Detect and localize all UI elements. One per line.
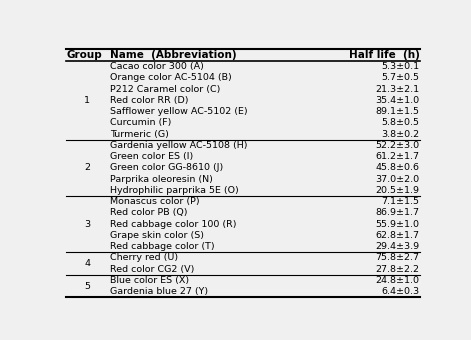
Text: Red color RR (D): Red color RR (D) [110,96,188,105]
Text: Gardenia blue 27 (Y): Gardenia blue 27 (Y) [110,287,208,296]
Text: 75.8±2.7: 75.8±2.7 [375,254,420,262]
Text: Blue color ES (X): Blue color ES (X) [110,276,189,285]
Text: Grape skin color (S): Grape skin color (S) [110,231,204,240]
Text: 5.8±0.5: 5.8±0.5 [382,118,420,128]
Text: Red color CG2 (V): Red color CG2 (V) [110,265,195,274]
Text: 4: 4 [84,259,90,268]
Text: 5.3±0.1: 5.3±0.1 [382,62,420,71]
Text: 55.9±1.0: 55.9±1.0 [375,220,420,229]
Text: 89.1±1.5: 89.1±1.5 [375,107,420,116]
Text: Turmeric (G): Turmeric (G) [110,130,169,139]
Text: 52.2±3.0: 52.2±3.0 [375,141,420,150]
Text: 5: 5 [84,282,90,291]
Text: 35.4±1.0: 35.4±1.0 [375,96,420,105]
Text: 3.8±0.2: 3.8±0.2 [382,130,420,139]
Text: Monascus color (P): Monascus color (P) [110,197,200,206]
Text: 61.2±1.7: 61.2±1.7 [375,152,420,161]
Text: Cherry red (U): Cherry red (U) [110,254,178,262]
Text: Red cabbage color 100 (R): Red cabbage color 100 (R) [110,220,236,229]
Text: 7.1±1.5: 7.1±1.5 [382,197,420,206]
Text: 29.4±3.9: 29.4±3.9 [375,242,420,251]
Text: Curcumin (F): Curcumin (F) [110,118,171,128]
Text: Group: Group [66,50,102,60]
Text: Red cabbage color (T): Red cabbage color (T) [110,242,215,251]
Text: Name  (Abbreviation): Name (Abbreviation) [110,50,236,60]
Text: 21.3±2.1: 21.3±2.1 [375,85,420,94]
Text: Gardenia yellow AC-5108 (H): Gardenia yellow AC-5108 (H) [110,141,247,150]
Text: Orange color AC-5104 (B): Orange color AC-5104 (B) [110,73,232,83]
Text: 3: 3 [84,220,90,229]
Text: Red color PB (Q): Red color PB (Q) [110,208,187,218]
Text: 45.8±0.6: 45.8±0.6 [375,164,420,172]
Text: Half life  (h): Half life (h) [349,50,420,60]
Text: 20.5±1.9: 20.5±1.9 [375,186,420,195]
Text: 62.8±1.7: 62.8±1.7 [375,231,420,240]
Text: Safflower yellow AC-5102 (E): Safflower yellow AC-5102 (E) [110,107,248,116]
Text: 5.7±0.5: 5.7±0.5 [382,73,420,83]
Text: 27.8±2.2: 27.8±2.2 [375,265,420,274]
Text: Cacao color 300 (A): Cacao color 300 (A) [110,62,204,71]
Text: 6.4±0.3: 6.4±0.3 [382,287,420,296]
Text: 86.9±1.7: 86.9±1.7 [375,208,420,218]
Text: Parprika oleoresin (N): Parprika oleoresin (N) [110,175,213,184]
Text: 1: 1 [84,96,90,105]
Text: 2: 2 [84,164,90,172]
Text: Green color ES (I): Green color ES (I) [110,152,193,161]
Text: 24.8±1.0: 24.8±1.0 [375,276,420,285]
Text: Hydrophilic parprika 5E (O): Hydrophilic parprika 5E (O) [110,186,239,195]
Text: P212 Caramel color (C): P212 Caramel color (C) [110,85,220,94]
Text: Green color GG-8610 (J): Green color GG-8610 (J) [110,164,223,172]
Text: 37.0±2.0: 37.0±2.0 [375,175,420,184]
